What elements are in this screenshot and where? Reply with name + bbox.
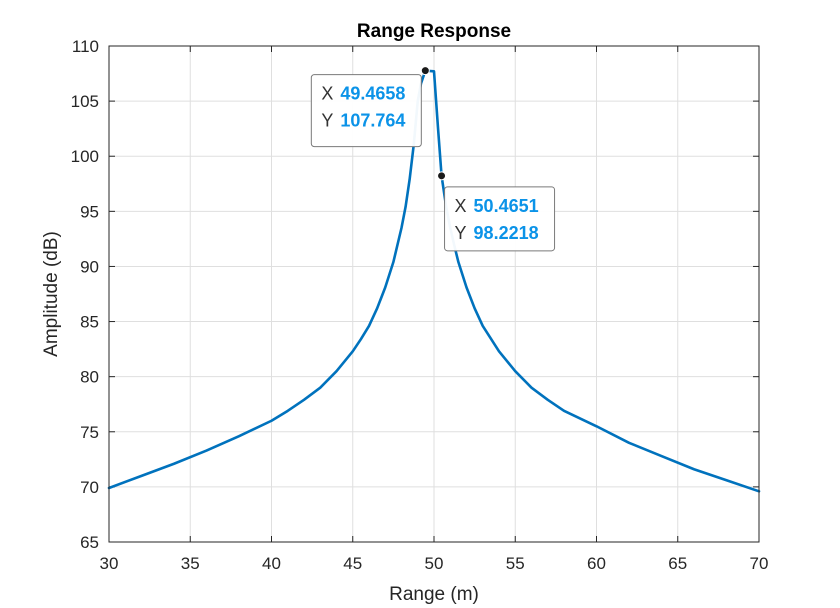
datatip: X 50.4651 Y 98.2218 — [437, 171, 556, 252]
y-tick-label: 105 — [71, 92, 99, 111]
y-tick-label: 110 — [72, 37, 99, 56]
y-tick-label: 70 — [80, 478, 99, 497]
chart-title: Range Response — [357, 21, 511, 42]
datatips: X 49.4658 Y 107.764 X 50.4651 Y 98.2218 — [310, 66, 556, 252]
datatip-marker — [437, 171, 447, 181]
datatip-x-value: 50.4651 — [474, 196, 539, 216]
x-tick-label: 60 — [587, 554, 606, 573]
datatip-y-key: Y — [321, 111, 333, 131]
datatip-box — [310, 74, 422, 148]
series-group — [107, 69, 761, 493]
series-line — [107, 69, 761, 493]
datatip-box — [444, 186, 556, 252]
datatip-x-key: X — [455, 196, 467, 216]
x-axis-label: Range (m) — [389, 584, 479, 605]
plot-frame — [108, 45, 760, 543]
datatip-y-key: Y — [455, 223, 467, 243]
x-tick-label: 50 — [425, 554, 444, 573]
x-tick-label: 45 — [343, 554, 362, 573]
y-tick-label: 85 — [80, 313, 99, 332]
y-tick-label: 95 — [80, 202, 99, 221]
y-tick-label: 75 — [80, 423, 99, 442]
y-tick-label: 65 — [80, 533, 99, 552]
x-tick-label: 55 — [506, 554, 525, 573]
y-tick-label: 100 — [71, 147, 99, 166]
x-tick-labels: 30 35 40 45 50 55 60 65 70 — [100, 554, 769, 573]
x-tick-label: 35 — [181, 554, 200, 573]
datatip-x-value: 49.4658 — [340, 84, 405, 104]
datatip-marker — [420, 66, 430, 76]
x-tick-label: 65 — [668, 554, 687, 573]
y-tick-label: 90 — [80, 257, 99, 276]
y-axis-label: Amplitude (dB) — [41, 231, 62, 357]
datatip-y-value: 98.2218 — [474, 223, 539, 243]
y-tick-labels: 65 70 75 80 85 90 95 100 105 110 — [71, 37, 99, 552]
datatip-y-value: 107.764 — [340, 111, 405, 131]
y-tick-label: 80 — [80, 368, 99, 387]
x-tick-label: 40 — [262, 554, 281, 573]
x-tick-label: 30 — [100, 554, 119, 573]
datatip: X 49.4658 Y 107.764 — [310, 66, 430, 148]
x-tick-label: 70 — [750, 554, 769, 573]
datatip-x-key: X — [321, 84, 333, 104]
